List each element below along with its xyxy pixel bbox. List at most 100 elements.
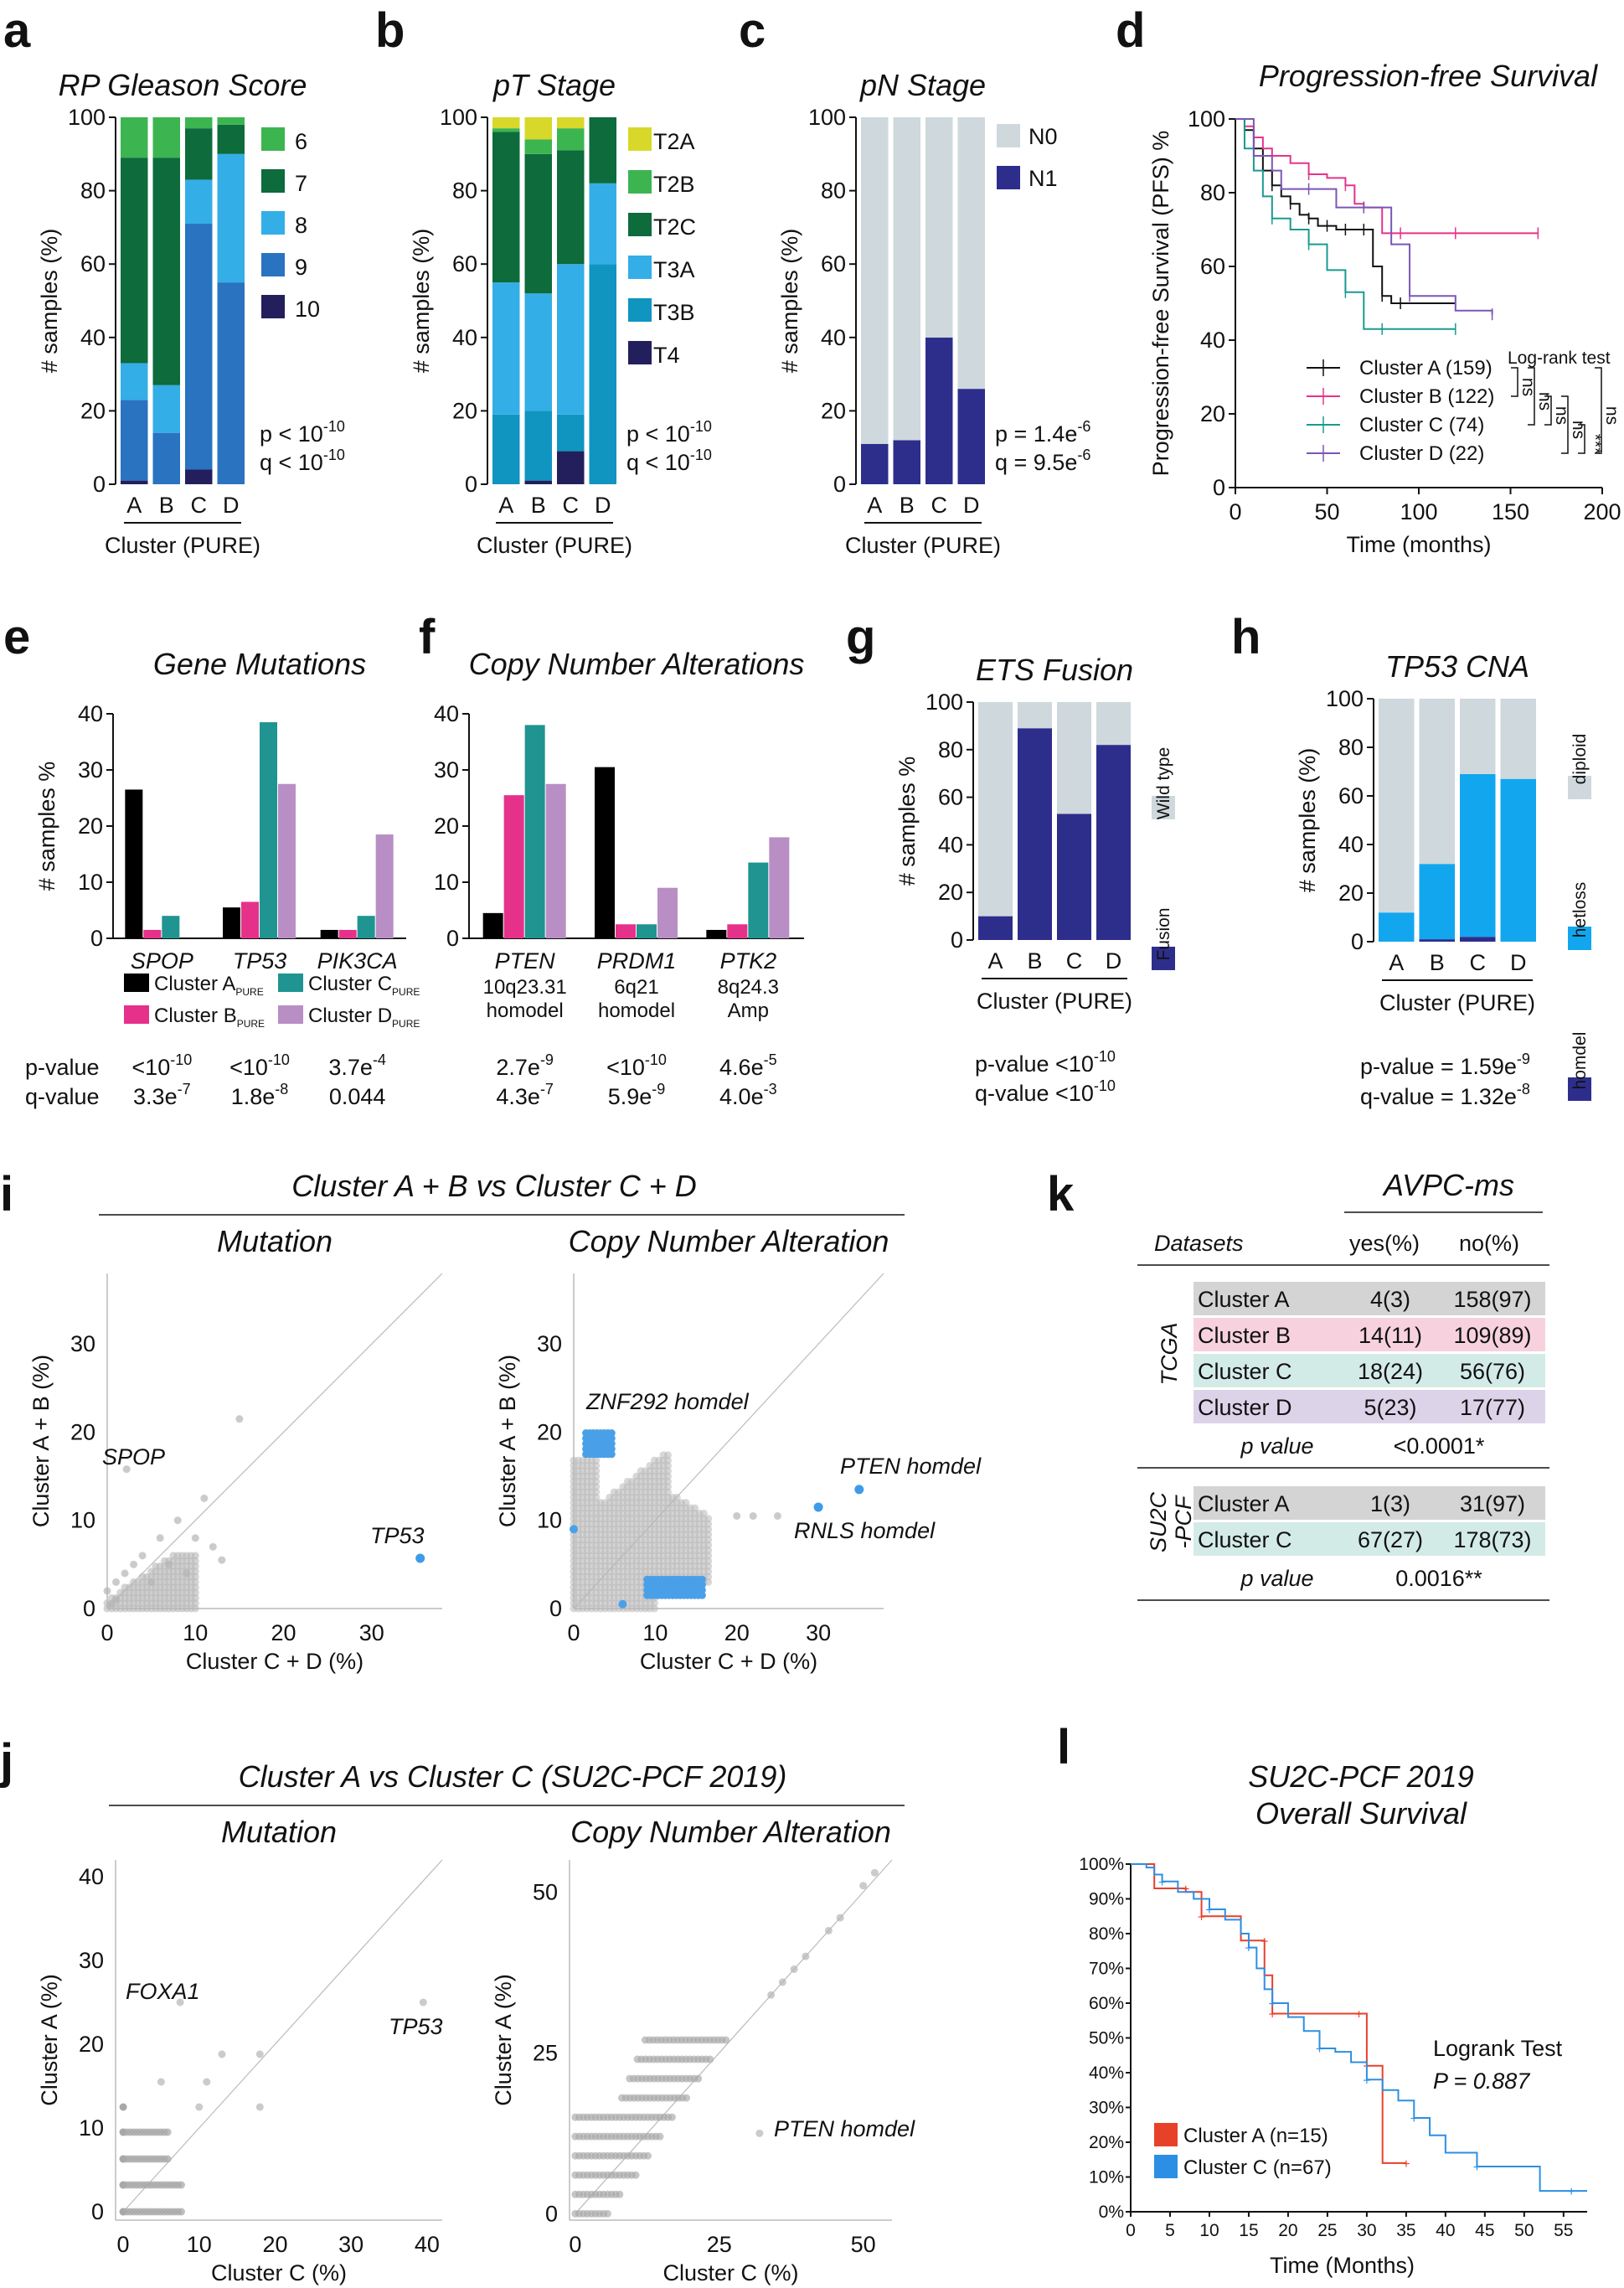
row-background [1194,1282,1545,1315]
y-tick-label: 60 [821,251,846,276]
bar-segment-10 [121,480,148,484]
highlight-point [854,1485,864,1495]
y-tick-label: 30 [537,1331,562,1356]
y-tick-label: 20 [80,398,106,423]
data-point-cluster [704,1578,713,1586]
censor-mark: + [1268,2007,1276,2022]
censor-mark: + [1268,1997,1276,2012]
highlight-cluster [698,1581,706,1589]
panel-label-g: g [846,610,875,664]
data-point-cluster [663,1456,672,1464]
data-point [147,1578,156,1586]
annotation-pten: PTEN homdel [774,2116,915,2141]
data-point-cluster [119,2208,127,2216]
data-point-cluster [663,1472,672,1480]
highlight-cluster [698,1591,706,1599]
data-point-cluster [592,1488,601,1496]
logrank-label: Logrank Test [1433,2036,1563,2061]
cell-yes: 67(27) [1358,1527,1423,1552]
legend-title: Log-rank test [1508,349,1611,368]
data-point-cluster [704,1525,713,1533]
sig-bracket [1578,424,1585,454]
y-tick-label: 100 [925,689,963,715]
bar-segment-t3b [492,414,520,484]
legend-label: 6 [295,129,307,154]
y-axis-label: # samples % [34,762,59,891]
censor-mark: + [1198,1910,1205,1924]
legend-label: Cluster BPURE [154,1005,265,1030]
highlight-cluster [607,1444,616,1453]
legend-swatch [628,170,652,194]
y-axis-label: Cluster A (%) [491,1974,516,2106]
data-point [255,2050,264,2058]
legend-label: hetloss [1570,882,1590,938]
bar-segment-n1 [925,337,953,484]
x-tick-label: 5 [1165,2221,1175,2240]
row-label: Cluster D [1198,1395,1292,1420]
bar-segment-n1 [893,440,920,484]
panel-h-tp53-cna-chart: TP53 CNA 0 20 40 60 80 100 # samples (%) A B C D Clu… [1295,649,1591,1109]
bar-segment-t2a [524,117,552,140]
km-curve-0 [1235,118,1456,304]
q-value: 3.3e-7 [133,1081,191,1109]
highlight-point [813,1502,823,1512]
y-tick-label: 100 [440,105,477,130]
cell-yes: 1(3) [1370,1491,1410,1516]
chart-title: TP53 CNA [1385,649,1529,684]
row-label: Cluster A [1198,1491,1290,1516]
cell-yes: 5(23) [1364,1395,1416,1420]
legend-label: 9 [295,255,307,280]
bar-segment-n0 [861,117,889,444]
data-point [157,2078,165,2086]
x-tick-label: 40 [415,2232,440,2257]
p-value: 3.7e-4 [328,1051,386,1080]
bar-segment-hetloss [1419,864,1455,940]
sig-label: ns [1518,378,1538,396]
x-axis-label: Cluster C + D (%) [186,1649,363,1674]
bar-cluster-b [338,929,357,938]
chart-title: RP Gleason Score [59,68,307,102]
identity-line [122,1859,443,2213]
bar-segment-fusion [1057,813,1091,940]
legend-swatch [1154,2155,1178,2178]
legend-swatch [628,298,652,322]
y-tick-label: 20% [1089,2133,1124,2152]
legend-swatch [261,211,285,235]
group-title: Cluster A + B vs Cluster C + D [291,1169,696,1203]
x-tick-label: A [126,493,142,518]
data-point-cluster [706,2055,714,2063]
data-point [836,1914,844,1922]
data-point-cluster [592,1461,601,1469]
bar-cluster-a [125,789,143,938]
data-point [107,1600,116,1609]
legend-label: homdel [1570,1032,1590,1090]
x-tick-label: B [1027,948,1042,974]
y-tick-label: 0 [951,927,963,953]
q-value: 4.3e-7 [496,1081,554,1109]
chart-subtitle: Overall Survival [1255,1796,1467,1831]
bar-segment-8 [152,385,180,433]
bar-segment-t2c [492,132,520,283]
bar-cluster-d [278,783,296,938]
bar-segment-t2b [492,128,520,132]
data-point [200,1494,209,1502]
x-tick-label: 55 [1554,2221,1573,2240]
row-background [1194,1486,1545,1520]
legend-label: T4 [653,343,680,368]
bar-segment-t3a [557,264,585,415]
x-tick-label: 0 [1126,2221,1136,2240]
data-point-cluster [704,1562,713,1570]
panel-e-gene-mutations-chart: Gene Mutations 0 10 20 30 40 # samples % SPOP <1… [25,647,420,1109]
data-point [183,1569,191,1578]
cell-no: 17(77) [1460,1395,1525,1420]
y-axis-label: # samples % [894,757,920,886]
legend-swatch [261,295,285,318]
y-tick-label: 30 [79,1948,104,1973]
bar-segment-n1 [957,389,985,484]
legend-label: 7 [295,171,307,196]
legend-label: Cluster B (122) [1359,385,1494,408]
bar-segment-t4 [524,480,552,484]
x-tick-label: 200 [1583,499,1621,524]
bar-segment-9 [217,282,245,484]
data-point [156,1534,164,1542]
